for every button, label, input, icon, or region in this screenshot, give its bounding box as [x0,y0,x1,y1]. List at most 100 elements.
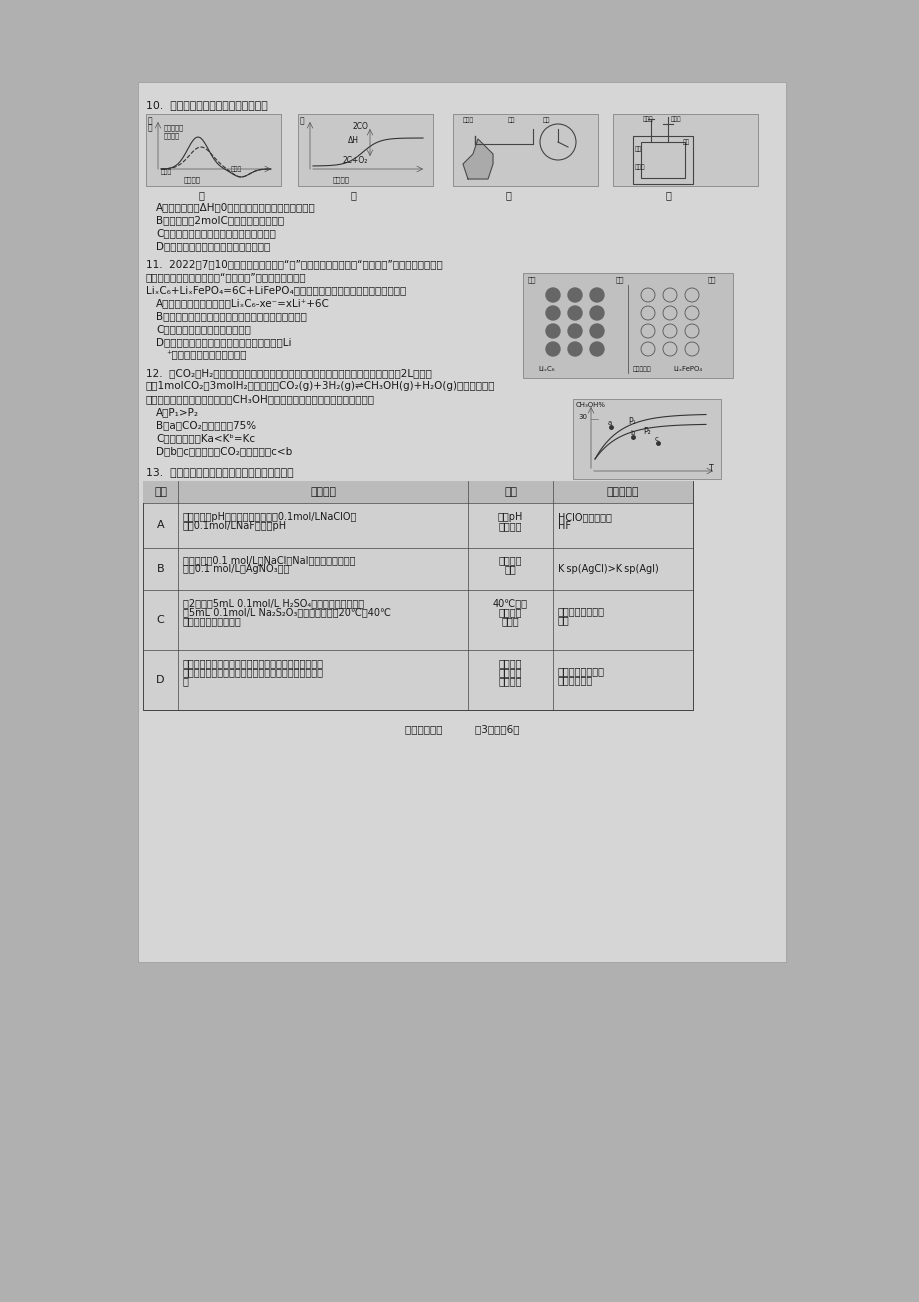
Text: 非催化反应: 非催化反应 [164,124,184,130]
Text: 兗2支盛有5mL 0.1mol/L H₂SO₄溶液的试管中分别加: 兗2支盛有5mL 0.1mol/L H₂SO₄溶液的试管中分别加 [183,598,364,608]
Circle shape [589,324,604,339]
Text: C．丙图可用于测定锂与稀硫酸反应的速率: C．丙图可用于测定锂与稀硫酸反应的速率 [156,228,276,238]
Text: 搅拌器: 搅拌器 [670,116,681,121]
Text: CH₃OH%: CH₃OH% [575,402,606,408]
Bar [142,480,692,710]
Text: 温度越高反应速率: 温度越高反应速率 [558,607,605,617]
Text: 量: 量 [300,116,304,125]
Text: A: A [156,521,165,530]
Text: A．甲图可表示ΔH＜0的催化与非催化反应的能量变化: A．甲图可表示ΔH＜0的催化与非催化反应的能量变化 [156,202,315,212]
Text: 高二化学试卷          第3页，兲6页: 高二化学试卷 第3页，兲6页 [404,724,518,734]
Text: 溶液的灯: 溶液的灯 [498,667,522,677]
Bar [632,135,692,184]
Text: 验: 验 [183,676,188,686]
Text: 40℃下出: 40℃下出 [493,598,528,608]
Bar [452,115,597,186]
Text: 前者pH: 前者pH [497,512,523,522]
Text: 反应过程: 反应过程 [184,176,200,182]
Circle shape [589,288,604,302]
Text: 隔热层: 隔热层 [634,164,645,169]
Text: 现浑浊的: 现浑浊的 [498,607,522,617]
Text: LiₓC₆: LiₓC₆ [538,366,554,372]
Text: 在两个烧杯中分别盛有等体积、等浓度的烧碱溶液和氨: 在两个烧杯中分别盛有等体积、等浓度的烧碱溶液和氨 [183,658,323,668]
Text: 盛有烧碱: 盛有烧碱 [498,658,522,668]
Text: ⁺移向正极，使正极质量增加: ⁺移向正极，使正极质量增加 [165,350,246,359]
Circle shape [589,306,604,320]
Text: 选项: 选项 [153,487,167,497]
Text: 30: 30 [577,414,586,421]
Text: B．a点CO₂的转化率为75%: B．a点CO₂的转化率为75% [156,421,255,430]
Text: 沉淠: 沉淠 [505,565,516,574]
Text: C．充电时的铝箔与电源正极相连: C．充电时的铝箔与电源正极相连 [156,324,251,335]
Polygon shape [462,139,493,178]
Bar [138,82,785,962]
Circle shape [545,288,560,302]
Text: 外筒: 外筒 [682,139,689,145]
Text: 锂电池能量密度低的问题。“刀片电池”放电时的总反应：: 锂电池能量密度低的问题。“刀片电池”放电时的总反应： [146,272,306,283]
Text: 11.  2022年7月10日正式上市的比亚迪“汉”汽车，配置磷酸鐵锂“刀片电池”，进而解决磷酸鐵: 11. 2022年7月10日正式上市的比亚迪“汉”汽车，配置磷酸鐵锂“刀片电池”… [146,259,442,270]
Text: D．b、c两点对应的CO₂的反应速率c<b: D．b、c两点对应的CO₂的反应速率c<b [156,447,292,456]
Text: 液和0.1mol/LNaF溶液的pH: 液和0.1mol/LNaF溶液的pH [183,521,287,531]
Text: 实验操作: 实验操作 [310,487,335,497]
Text: A．放电时，负极反应式为LiₓC₆-xe⁻=xLi⁺+6C: A．放电时，负极反应式为LiₓC₆-xe⁻=xLi⁺+6C [156,298,330,309]
Text: HF: HF [558,521,571,531]
Text: 时间短: 时间短 [501,616,518,626]
Text: 反应过程: 反应过程 [333,176,349,182]
Text: 生成物: 生成物 [231,165,242,172]
Circle shape [567,324,582,339]
Text: P₁: P₁ [628,417,635,426]
Text: 10.  下列示意图与其叙述不相匹配的是: 10. 下列示意图与其叙述不相匹配的是 [146,100,267,109]
Text: B: B [156,564,165,574]
Text: 2C+O₂: 2C+O₂ [343,156,368,165]
Text: 丁: 丁 [664,190,670,201]
Text: 铜箔: 铜箔 [528,276,536,283]
Text: 量: 量 [148,122,153,132]
Text: 入5mL 0.1mol/L Na₂S₂O₃溶液，分别放入20℃和40℃: 入5mL 0.1mol/L Na₂S₂O₃溶液，分别放入20℃和40℃ [183,607,391,617]
Bar [146,115,280,186]
Text: D: D [156,674,165,685]
Text: 催化反应: 催化反应 [164,132,180,138]
Text: 锥形瓶: 锥形瓶 [462,117,473,122]
Text: C．平衡常数：Ka<Kᵇ=Kc: C．平衡常数：Ka<Kᵇ=Kc [156,434,255,443]
Text: D．放电时，电子由铜箔通过隔膜流向铝箔，Li: D．放电时，电子由铜箔通过隔膜流向铝箔，Li [156,337,291,348]
Text: 的水浴中，并开始计时: 的水浴中，并开始计时 [183,616,242,626]
Text: 量筒: 量筒 [542,117,550,122]
Text: A．P₁>P₂: A．P₁>P₂ [156,408,199,417]
Text: 现象: 现象 [504,487,516,497]
Text: 产生黄色: 产生黄色 [498,556,522,565]
Text: 能: 能 [148,116,153,125]
Circle shape [589,342,604,355]
Text: 2CO: 2CO [353,122,369,132]
Text: B．用充电桩给汽车电池充电的过程中，阳极质量不变: B．用充电桩给汽车电池充电的过程中，阳极质量不变 [156,311,307,322]
Text: 水，插入电极，连接灯泡，接通电源，分别进行导电实: 水，插入电极，连接灯泡，接通电源，分别进行导电实 [183,667,323,677]
Bar [612,115,757,186]
Circle shape [567,288,582,302]
Text: a: a [607,421,611,426]
Circle shape [567,342,582,355]
Bar [298,115,433,186]
Text: 强电解质导电能力: 强电解质导电能力 [558,667,605,677]
Text: 隔膜: 隔膜 [616,276,624,283]
Text: 不同温度和压强下平衡混合物中CH₃OH体积分数如图所示。下列说法错误的是: 不同温度和压强下平衡混合物中CH₃OH体积分数如图所示。下列说法错误的是 [146,395,375,404]
Circle shape [567,306,582,320]
Text: D．丁装置可用于测定中和反应的反应热: D．丁装置可用于测定中和反应的反应热 [156,241,270,251]
Bar [522,273,732,378]
Text: 12.  以CO₂和H₂为原料制造更高价值的化学产品是用来缓解温室效应的研究方向。块2L容器中: 12. 以CO₂和H₂为原料制造更高价值的化学产品是用来缓解温室效应的研究方向。… [146,368,431,378]
Bar [573,398,720,479]
Text: b: b [630,430,634,436]
Bar [142,480,692,503]
Text: 越快: 越快 [558,616,569,625]
Text: 13.  下列实验操作、现象和解释结论都正确的是: 13. 下列实验操作、现象和解释结论都正确的是 [146,467,293,477]
Text: 铝箔: 铝箔 [708,276,716,283]
Text: 泡亮度大: 泡亮度大 [498,676,522,686]
Text: C: C [156,615,165,625]
Circle shape [545,306,560,320]
Text: 向浓度均为0.1 mol/L的NaCl和NaI的混合溶液中滴加: 向浓度均为0.1 mol/L的NaCl和NaI的混合溶液中滴加 [183,556,355,565]
Text: 室温下，用pH试纸分别测定浓度为0.1mol/LNaClO溶: 室温下，用pH试纸分别测定浓度为0.1mol/LNaClO溶 [183,512,357,522]
Text: HClO的酸性小于: HClO的酸性小于 [558,512,611,522]
Text: B．乙图表示2molC完全燃烧的能量变化: B．乙图表示2molC完全燃烧的能量变化 [156,215,284,225]
Text: 充入1molCO₂和3molH₂，发生反应CO₂(g)+3H₂(g)⇌CH₃OH(g)+H₂O(g)，测得反应在: 充入1molCO₂和3molH₂，发生反应CO₂(g)+3H₂(g)⇌CH₃OH… [146,381,495,391]
Text: 温度计: 温度计 [642,116,652,121]
Text: 解释或结论: 解释或结论 [607,487,639,497]
Text: P₂: P₂ [642,427,650,436]
